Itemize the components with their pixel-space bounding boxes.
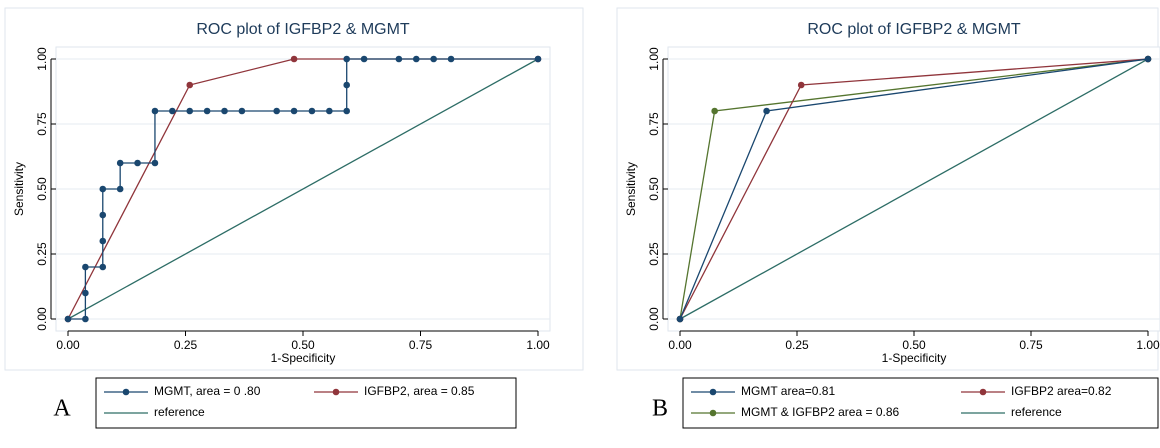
x-tick-label: 0.75 [1019,338,1043,352]
legend-marker [122,388,130,396]
point [326,107,333,115]
legend-label: IGFBP2, area = 0.85 [364,384,475,398]
point [430,55,437,63]
x-tick-label: 0.00 [668,338,692,352]
point [360,55,368,63]
y-axis-title: Sensitivity [12,162,26,216]
point [82,263,89,271]
point [395,55,403,63]
legend-label: MGMT, area = 0 .80 [154,384,261,398]
x-tick-label: 0.50 [291,338,315,352]
point [99,263,107,271]
series-line [679,58,1149,320]
legend-marker [332,388,340,396]
point [1144,55,1152,63]
legend-label: reference [1011,405,1062,419]
y-tick-label: 0.50 [35,177,49,201]
chart-title: ROC plot of IGFBP2 & MGMT [807,21,1021,38]
point [151,159,159,167]
point [203,107,211,115]
point [116,185,124,193]
point [343,107,351,115]
x-tick-label: 0.75 [409,338,433,352]
point [534,55,542,63]
point [99,211,107,219]
point [64,315,72,323]
panel-label: A [53,396,71,422]
series-line [67,58,539,320]
x-tick-label: 1.00 [526,338,550,352]
legend-marker [709,388,717,396]
y-tick-label: 0.00 [35,307,49,331]
x-tick-label: 0.00 [56,338,80,352]
point [412,55,420,63]
point [169,107,176,115]
legend-label: reference [154,405,205,419]
point [797,81,805,89]
y-tick-label: 0.75 [35,112,49,136]
point [290,107,298,115]
point [134,159,141,167]
legend-marker [979,388,987,396]
point [186,107,194,115]
point [763,107,770,115]
legend-label: MGMT & IGFBP2 area = 0.86 [741,405,900,419]
point [290,55,298,63]
point [308,107,316,115]
x-tick-label: 0.25 [785,338,809,352]
legend-label: MGMT area=0.81 [741,384,835,398]
y-tick-label: 0.00 [647,307,661,331]
y-tick-label: 0.50 [647,177,661,201]
x-tick-label: 1.00 [1136,338,1160,352]
point [151,107,159,115]
legend-marker [709,409,717,417]
y-tick-label: 1.00 [35,47,49,71]
panel-label: B [652,396,668,422]
x-tick-label: 0.50 [902,338,926,352]
point [186,81,194,89]
point [82,289,89,297]
legend-box [95,377,517,429]
y-tick-label: 1.00 [647,47,661,71]
point [711,107,718,115]
point [343,55,351,63]
point [273,107,280,115]
legend-box [682,377,1159,429]
point [343,81,351,89]
point [447,55,455,63]
x-tick-label: 0.25 [174,338,198,352]
y-tick-label: 0.75 [647,112,661,136]
x-axis-title: 1-Specificity [271,351,336,365]
point [221,107,228,115]
y-axis-title: Sensitivity [624,162,638,216]
y-tick-label: 0.25 [35,242,49,266]
legend-label: IGFBP2 area=0.82 [1011,384,1112,398]
point [238,107,246,115]
point [99,185,107,193]
point [82,315,89,323]
y-tick-label: 0.25 [647,242,661,266]
chart-title: ROC plot of IGFBP2 & MGMT [196,21,410,38]
point [116,159,124,167]
point [676,315,684,323]
point [99,237,107,245]
x-axis-title: 1-Specificity [882,351,947,365]
